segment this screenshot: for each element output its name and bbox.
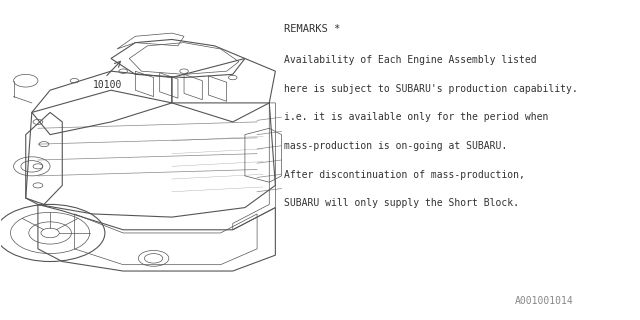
Text: i.e. it is available only for the period when: i.e. it is available only for the period… bbox=[285, 112, 549, 123]
Text: mass-production is on-going at SUBARU.: mass-production is on-going at SUBARU. bbox=[285, 141, 508, 151]
Text: SUBARU will only supply the Short Block.: SUBARU will only supply the Short Block. bbox=[285, 198, 520, 208]
Text: 10100: 10100 bbox=[93, 80, 123, 90]
Text: After discontinuation of mass-production,: After discontinuation of mass-production… bbox=[285, 170, 525, 180]
Text: Availability of Each Engine Assembly listed: Availability of Each Engine Assembly lis… bbox=[285, 55, 537, 65]
Text: REMARKS *: REMARKS * bbox=[285, 24, 340, 34]
Text: A001001014: A001001014 bbox=[515, 296, 573, 306]
Text: here is subject to SUBARU's production capability.: here is subject to SUBARU's production c… bbox=[285, 84, 579, 94]
